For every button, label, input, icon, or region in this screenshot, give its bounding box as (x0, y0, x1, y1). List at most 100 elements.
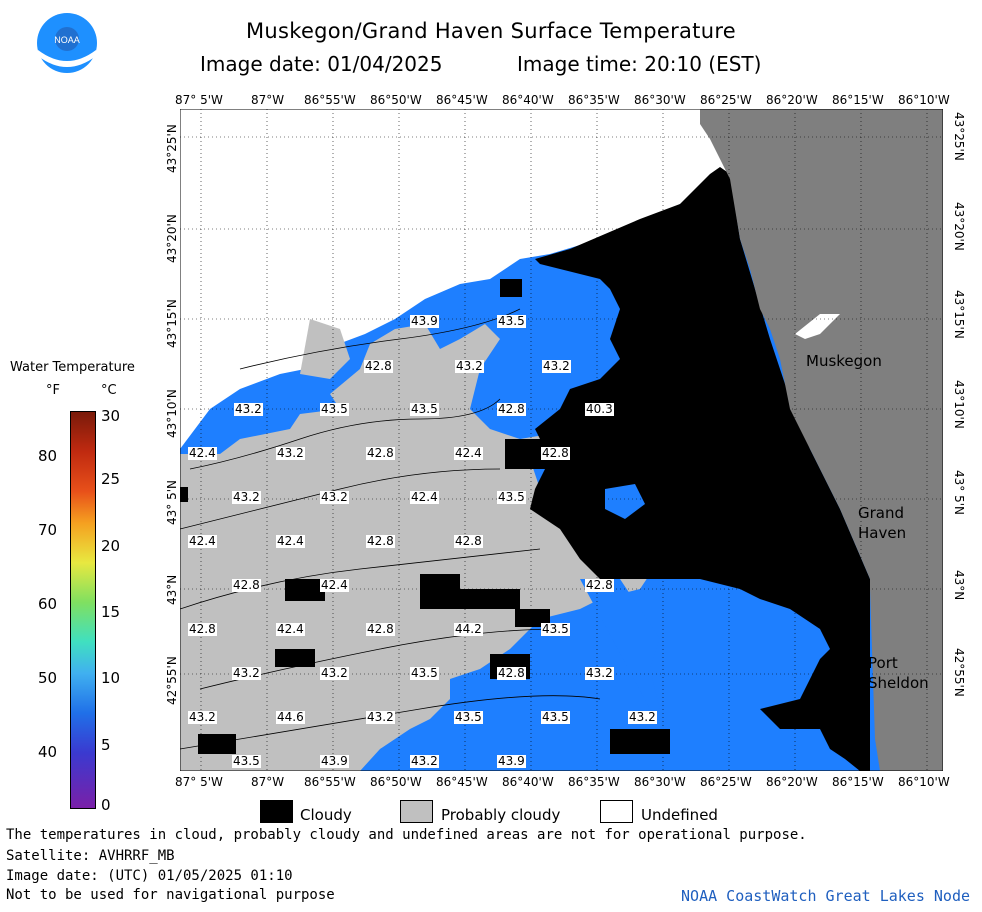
colorbar-tick-f: 40 (38, 743, 58, 761)
lon-label: 86°35'W (568, 93, 620, 107)
cloudy-block (610, 729, 670, 754)
isotherm-label: 42.4 (410, 490, 439, 504)
isotherm-label: 42.8 (232, 578, 261, 592)
legend-swatch-probably-cloudy (400, 800, 433, 823)
isotherm-label: 42.8 (497, 666, 526, 680)
footer-utc-date: Image date: (UTC) 01/05/2025 01:10 (6, 868, 293, 884)
isotherm-label: 43.2 (320, 490, 349, 504)
lat-label: 43° 5'N (952, 470, 966, 515)
lon-label: 86°40'W (502, 93, 554, 107)
isotherm-label: 43.2 (232, 490, 261, 504)
lon-label: 86°15'W (832, 93, 884, 107)
isotherm-label: 42.4 (188, 446, 217, 460)
colorbar (70, 411, 96, 809)
isotherm-label: 44.2 (454, 622, 483, 636)
lon-label: 86°25'W (700, 93, 752, 107)
lon-label: 86°55'W (304, 93, 356, 107)
isotherm-label: 43.9 (410, 314, 439, 328)
legend-label-undefined: Undefined (641, 806, 718, 824)
lat-label: 42°55'N (165, 656, 179, 705)
colorbar-tick-f: 70 (38, 521, 58, 539)
lon-label: 86°20'W (766, 775, 818, 789)
lon-label: 86°30'W (634, 93, 686, 107)
cloudy-block (500, 279, 522, 297)
isotherm-label: 42.4 (454, 446, 483, 460)
isotherm-label: 43.2 (188, 710, 217, 724)
lat-label: 43°10'N (165, 389, 179, 438)
cloudy-block (515, 609, 550, 627)
cloudy-block (420, 574, 460, 609)
lon-label: 86°20'W (766, 93, 818, 107)
lon-label: 86°30'W (634, 775, 686, 789)
colorbar-tick-c: 20 (101, 537, 121, 555)
legend-label-cloudy: Cloudy (300, 806, 352, 824)
lon-label: 86°55'W (304, 775, 356, 789)
isotherm-label: 44.6 (276, 710, 305, 724)
colorbar-tick-c: 25 (101, 470, 121, 488)
lat-label: 43°15'N (165, 299, 179, 348)
city-label-grand: Grand (858, 504, 905, 522)
lat-label: 43° 5'N (165, 480, 179, 525)
footer-disclaimer: The temperatures in cloud, probably clou… (6, 827, 807, 843)
colorbar-tick-c: 0 (101, 796, 111, 814)
lat-label: 43°25'N (165, 124, 179, 173)
isotherm-label: 43.2 (585, 666, 614, 680)
isotherm-label: 42.8 (366, 534, 395, 548)
lat-label: 43°25'N (952, 112, 966, 161)
isotherm-label: 43.5 (232, 754, 261, 768)
image-time: Image time: 20:10 (EST) (517, 52, 762, 76)
colorbar-tick-c: 30 (101, 407, 121, 425)
isotherm-label: 42.8 (454, 534, 483, 548)
map-title: Muskegon/Grand Haven Surface Temperature (245, 19, 737, 43)
isotherm-label: 43.5 (410, 666, 439, 680)
cloudy-block (275, 649, 315, 667)
logo-text: NOAA (54, 35, 80, 45)
lon-label: 87°W (251, 93, 285, 107)
footer-satellite: Satellite: AVHRRF_MB (6, 848, 175, 864)
isotherm-label: 43.2 (234, 402, 263, 416)
lon-label: 87°W (251, 775, 285, 789)
lon-label: 86°40'W (502, 775, 554, 789)
city-label-muskegon: Muskegon (806, 352, 882, 370)
isotherm-label: 43.2 (455, 359, 484, 373)
colorbar-unit-f: °F (46, 383, 60, 398)
isotherm-label: 43.2 (366, 710, 395, 724)
lon-label: 86°45'W (436, 93, 488, 107)
lon-label: 86°45'W (436, 775, 488, 789)
lon-label: 86°10'W (898, 93, 950, 107)
isotherm-label: 42.8 (366, 446, 395, 460)
muskegon-lake (795, 314, 840, 339)
temperature-map (180, 109, 943, 771)
colorbar-tick-f: 50 (38, 669, 58, 687)
isotherm-label: 43.5 (410, 402, 439, 416)
lat-label: 42°55'N (952, 648, 966, 697)
legend-label-probably-cloudy: Probably cloudy (441, 806, 561, 824)
colorbar-tick-c: 10 (101, 669, 121, 687)
isotherm-label: 43.2 (276, 446, 305, 460)
isotherm-label: 42.4 (276, 622, 305, 636)
land-area (700, 109, 943, 771)
isotherm-label: 42.4 (276, 534, 305, 548)
image-date: Image date: 01/04/2025 (200, 52, 443, 76)
lon-label: 86°35'W (568, 775, 620, 789)
lat-label: 43°N (165, 574, 179, 605)
noaa-logo: NOAA (37, 13, 97, 73)
isotherm-label: 43.5 (320, 402, 349, 416)
probably-cloudy-area (300, 319, 350, 379)
isotherm-label: 43.2 (542, 359, 571, 373)
isotherm-label: 42.4 (320, 578, 349, 592)
lon-label: 86°10'W (898, 775, 950, 789)
lon-label: 86°15'W (832, 775, 884, 789)
isotherm-label: 42.8 (364, 359, 393, 373)
lon-label: 86°25'W (700, 775, 752, 789)
isotherm-label: 43.2 (232, 666, 261, 680)
isotherm-label: 42.8 (497, 402, 526, 416)
colorbar-title: Water Temperature (10, 360, 135, 375)
water-area (580, 579, 700, 771)
lon-label: 86°50'W (370, 93, 422, 107)
cloudy-area (530, 167, 870, 771)
colorbar-tick-f: 80 (38, 447, 58, 465)
colorbar-tick-c: 15 (101, 603, 121, 621)
lat-label: 43°10'N (952, 380, 966, 429)
isotherm-label: 43.2 (320, 666, 349, 680)
